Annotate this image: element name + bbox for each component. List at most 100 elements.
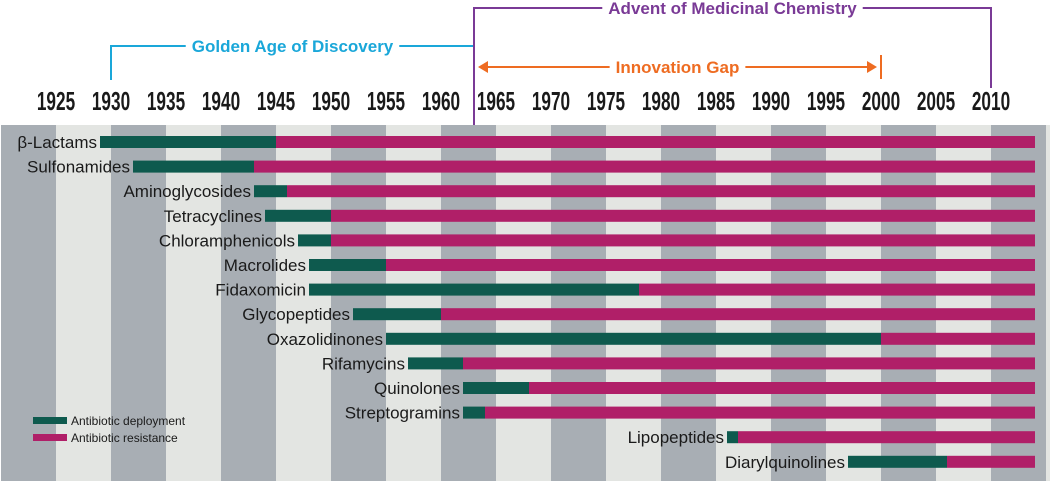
background-band bbox=[551, 125, 606, 481]
period-annotation: Advent of Medicinal Chemistry bbox=[473, 0, 992, 125]
background-band bbox=[386, 125, 441, 481]
background-band bbox=[441, 125, 496, 481]
arrow-left-icon bbox=[478, 61, 488, 73]
antibiotic-row: Sulfonamides bbox=[27, 158, 1035, 177]
antibiotic-class-label: Fidaxomicin bbox=[215, 281, 306, 300]
background-band bbox=[716, 125, 771, 481]
deployment-bar bbox=[408, 357, 463, 370]
period-annotation: Golden Age of Discovery bbox=[110, 37, 475, 80]
resistance-bar bbox=[331, 234, 1035, 247]
year-tick-label: 1930 bbox=[92, 86, 130, 116]
deployment-bar bbox=[309, 283, 639, 296]
antibiotic-row: Glycopeptides bbox=[242, 305, 1035, 324]
antibiotic-class-label: Macrolides bbox=[224, 256, 306, 275]
background-band bbox=[771, 125, 826, 481]
year-tick-label: 1995 bbox=[807, 86, 845, 116]
antibiotic-class-label: Tetracyclines bbox=[164, 207, 262, 226]
year-tick-label: 2000 bbox=[862, 86, 900, 116]
year-tick-label: 1970 bbox=[532, 86, 570, 116]
background-band bbox=[826, 125, 881, 481]
year-tick-label: 2010 bbox=[972, 86, 1010, 116]
resistance-bar bbox=[881, 332, 1035, 345]
year-tick-label: 1955 bbox=[367, 86, 405, 116]
antibiotic-class-label: Sulfonamides bbox=[27, 158, 130, 177]
antibiotic-row: Fidaxomicin bbox=[215, 281, 1035, 300]
background-band bbox=[111, 125, 166, 481]
deployment-bar bbox=[386, 332, 881, 345]
period-label: Advent of Medicinal Chemistry bbox=[608, 0, 857, 18]
deployment-bar bbox=[727, 431, 738, 444]
legend-swatch bbox=[33, 417, 67, 424]
antibiotic-class-label: Streptogramins bbox=[345, 404, 460, 423]
antibiotic-class-label: Diarylquinolines bbox=[725, 453, 845, 472]
year-tick-label: 1985 bbox=[697, 86, 735, 116]
resistance-bar bbox=[463, 357, 1035, 370]
antibiotic-row: Oxazolidinones bbox=[267, 330, 1035, 349]
antibiotic-row: Quinolones bbox=[374, 379, 1035, 398]
resistance-bar bbox=[276, 136, 1035, 148]
deployment-bar bbox=[133, 160, 254, 173]
antibiotic-row: Chloramphenicols bbox=[159, 231, 1035, 250]
year-tick-label: 1950 bbox=[312, 86, 350, 116]
period-annotation: Innovation Gap bbox=[473, 55, 882, 79]
antibiotic-row: Tetracyclines bbox=[164, 207, 1035, 226]
background-band bbox=[606, 125, 661, 481]
antibiotic-row: β-Lactams bbox=[17, 133, 1035, 152]
antibiotic-class-label: β-Lactams bbox=[17, 133, 97, 152]
antibiotic-class-label: Aminoglycosides bbox=[123, 182, 251, 201]
background-band bbox=[1, 125, 56, 481]
year-tick-label: 1935 bbox=[147, 86, 185, 116]
resistance-bar bbox=[639, 283, 1035, 296]
resistance-bar bbox=[331, 209, 1035, 222]
deployment-bar bbox=[100, 136, 276, 148]
antibiotic-row: Aminoglycosides bbox=[123, 182, 1035, 201]
antibiotic-class-label: Glycopeptides bbox=[242, 305, 350, 324]
legend-label: Antibiotic resistance bbox=[71, 431, 178, 445]
antibiotic-row: Diarylquinolines bbox=[725, 453, 1035, 472]
resistance-bar bbox=[485, 406, 1035, 419]
antibiotic-row: Streptogramins bbox=[345, 404, 1035, 423]
antibiotic-row: Macrolides bbox=[224, 256, 1035, 275]
year-tick-label: 1925 bbox=[37, 86, 75, 116]
arrow-right-icon bbox=[867, 61, 877, 73]
year-tick-label: 1960 bbox=[422, 86, 460, 116]
antibiotic-class-label: Chloramphenicols bbox=[159, 231, 295, 250]
period-label: Golden Age of Discovery bbox=[192, 37, 394, 56]
legend: Antibiotic deployment Antibiotic resistan… bbox=[33, 414, 186, 445]
year-tick-label: 1945 bbox=[257, 86, 295, 116]
background-band bbox=[221, 125, 276, 481]
resistance-bar bbox=[738, 431, 1035, 444]
resistance-bar bbox=[529, 382, 1035, 394]
background-band bbox=[936, 125, 991, 481]
antibiotic-row: Rifamycins bbox=[322, 354, 1035, 373]
antibiotic-class-label: Quinolones bbox=[374, 379, 460, 398]
background-band bbox=[661, 125, 716, 481]
antibiotic-class-label: Oxazolidinones bbox=[267, 330, 383, 349]
background-bands bbox=[1, 125, 1050, 481]
antibiotic-bars: β-Lactams Sulfonamides Aminoglycosides Tetr… bbox=[17, 133, 1035, 472]
year-axis: 1925 1930 1935 1940 1945 1950 1955 1960 1965 1970… bbox=[37, 86, 1010, 116]
background-band bbox=[1046, 125, 1050, 481]
deployment-bar bbox=[463, 406, 485, 419]
deployment-bar bbox=[265, 209, 331, 222]
deployment-bar bbox=[463, 382, 529, 394]
period-label: Innovation Gap bbox=[616, 58, 740, 77]
legend-label: Antibiotic deployment bbox=[71, 414, 186, 428]
year-tick-label: 2005 bbox=[917, 86, 955, 116]
background-band bbox=[881, 125, 936, 481]
year-tick-label: 1965 bbox=[477, 86, 515, 116]
year-tick-label: 1940 bbox=[202, 86, 240, 116]
deployment-bar bbox=[298, 234, 331, 247]
deployment-bar bbox=[848, 455, 947, 468]
background-band bbox=[276, 125, 331, 481]
legend-swatch bbox=[33, 434, 67, 441]
resistance-bar bbox=[441, 308, 1035, 321]
background-band bbox=[331, 125, 386, 481]
deployment-bar bbox=[254, 185, 287, 198]
background-band bbox=[496, 125, 551, 481]
year-tick-label: 1990 bbox=[752, 86, 790, 116]
period-annotations: Golden Age of Discovery Innovation Gap Adv… bbox=[110, 0, 992, 125]
background-band bbox=[166, 125, 221, 481]
resistance-bar bbox=[947, 455, 1035, 468]
